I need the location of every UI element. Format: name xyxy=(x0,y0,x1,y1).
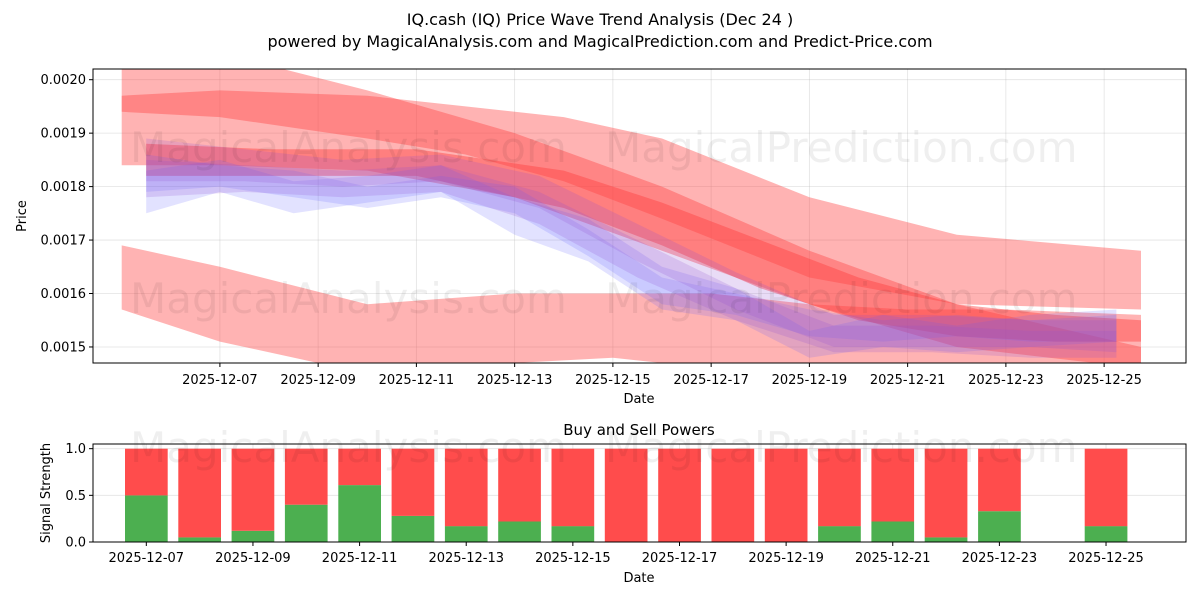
sell-bar xyxy=(871,448,915,522)
band-wave-blue-1 xyxy=(146,159,1117,358)
buy-sell-x-tick-label: 2025-12-11 xyxy=(322,551,398,566)
buy-sell-bars xyxy=(125,448,1128,542)
watermark-prediction-middle: MagicalPrediction.com xyxy=(605,274,1078,323)
price-x-tick-label: 2025-12-21 xyxy=(870,373,946,388)
buy-bar xyxy=(551,526,595,542)
buy-sell-y-axis-title: Signal Strength xyxy=(39,443,54,543)
price-y-tick-label: 0.0016 xyxy=(41,287,87,302)
buy-sell-y-tick-label: 1.0 xyxy=(65,442,86,457)
buy-bar xyxy=(818,526,861,542)
price-x-axis: 2025-12-07 2025-12-09 2025-12-11 2025-12-13… xyxy=(182,363,1142,388)
buy-bar xyxy=(391,515,435,542)
buy-bar xyxy=(231,530,275,542)
buy-sell-y-tick-label: 0.0 xyxy=(65,536,86,551)
buy-bar xyxy=(338,485,381,542)
sell-bar xyxy=(604,448,648,542)
sell-bar xyxy=(1084,448,1128,527)
price-x-axis-title: Date xyxy=(623,392,654,407)
chart-title: IQ.cash (IQ) Price Wave Trend Analysis (… xyxy=(407,10,793,29)
sell-bar xyxy=(658,448,701,542)
watermark-analysis-top: MagicalAnalysis.com xyxy=(130,123,567,172)
price-x-tick-label: 2025-12-07 xyxy=(182,373,258,388)
price-y-tick-label: 0.0017 xyxy=(41,234,87,249)
band-wave-purple-2 xyxy=(146,159,1117,358)
price-x-tick-label: 2025-12-11 xyxy=(379,373,455,388)
buy-bar xyxy=(871,521,915,542)
sell-bar xyxy=(711,448,755,542)
price-y-axis: 0.0015 0.0016 0.0017 0.0018 0.0019 0.0020 xyxy=(41,73,93,355)
price-y-tick-label: 0.0019 xyxy=(41,127,87,142)
sell-bar xyxy=(178,448,221,538)
buy-bar xyxy=(978,511,1021,542)
price-x-tick-label: 2025-12-19 xyxy=(772,373,848,388)
price-x-tick-label: 2025-12-25 xyxy=(1066,373,1142,388)
buy-sell-x-tick-label: 2025-12-17 xyxy=(642,551,718,566)
buy-bar xyxy=(125,495,168,542)
sell-bar xyxy=(551,448,595,527)
buy-bar xyxy=(178,537,221,542)
price-y-axis-title: Price xyxy=(15,200,30,232)
buy-sell-x-axis: 2025-12-07 2025-12-09 2025-12-11 2025-12-13… xyxy=(109,542,1144,566)
sell-bar xyxy=(231,448,275,531)
watermark-prediction-bottom: MagicalPrediction.com xyxy=(605,423,1078,472)
buy-sell-x-tick-label: 2025-12-21 xyxy=(855,551,931,566)
buy-sell-axes-frame xyxy=(92,443,1187,543)
price-x-tick-label: 2025-12-15 xyxy=(575,373,651,388)
buy-bar xyxy=(498,521,541,542)
buy-bar xyxy=(284,504,328,542)
band-wide-upper-band xyxy=(121,69,1141,363)
price-y-tick-label: 0.0020 xyxy=(41,73,87,88)
buy-sell-x-tick-label: 2025-12-15 xyxy=(535,551,611,566)
buy-bar xyxy=(444,526,488,542)
sell-bar xyxy=(125,448,168,496)
buy-bar xyxy=(1084,526,1128,542)
price-x-tick-label: 2025-12-09 xyxy=(280,373,356,388)
sell-bar xyxy=(391,448,435,516)
price-x-tick-label: 2025-12-23 xyxy=(968,373,1044,388)
buy-sell-x-axis-title: Date xyxy=(623,571,654,586)
sell-bar xyxy=(498,448,541,522)
buy-sell-x-tick-label: 2025-12-09 xyxy=(215,551,291,566)
band-outer-upper-band xyxy=(121,90,1141,310)
price-axes-frame xyxy=(92,68,1187,364)
watermark-analysis-middle: MagicalAnalysis.com xyxy=(130,274,567,323)
buy-sell-y-tick-label: 0.5 xyxy=(65,489,86,504)
band-core-red-band xyxy=(146,143,1141,342)
price-watermarks: MagicalAnalysis.com MagicalPrediction.co… xyxy=(130,123,1078,323)
chart-subtitle: powered by MagicalAnalysis.com and Magic… xyxy=(267,32,932,51)
sell-bar xyxy=(284,448,328,505)
band-wave-blue-2 xyxy=(146,154,1117,342)
price-x-tick-label: 2025-12-13 xyxy=(477,373,553,388)
buy-sell-watermarks: MagicalAnalysis.com MagicalPrediction.co… xyxy=(130,423,1078,472)
sell-bar xyxy=(978,448,1021,512)
band-wave-purple-1 xyxy=(146,138,1117,353)
buy-sell-title: Buy and Sell Powers xyxy=(563,421,715,439)
buy-sell-x-tick-label: 2025-12-19 xyxy=(748,551,824,566)
price-grid xyxy=(93,69,1186,363)
watermark-prediction-top: MagicalPrediction.com xyxy=(605,123,1078,172)
buy-sell-x-tick-label: 2025-12-07 xyxy=(109,551,185,566)
price-y-tick-label: 0.0018 xyxy=(41,180,87,195)
price-x-tick-label: 2025-12-17 xyxy=(673,373,749,388)
buy-sell-x-tick-label: 2025-12-23 xyxy=(962,551,1038,566)
buy-bar xyxy=(924,537,968,542)
sell-bar xyxy=(444,448,488,527)
price-wave-panel: MagicalAnalysis.com MagicalPrediction.co… xyxy=(15,68,1187,407)
watermark-analysis-bottom: MagicalAnalysis.com xyxy=(130,423,567,472)
sell-bar xyxy=(818,448,861,527)
sell-bar xyxy=(338,448,381,486)
band-lower-band xyxy=(121,245,1141,363)
buy-sell-x-tick-label: 2025-12-13 xyxy=(428,551,504,566)
buy-sell-panel: Buy and Sell Powers MagicalAnalysis.com … xyxy=(39,421,1187,586)
price-y-tick-label: 0.0015 xyxy=(41,340,87,355)
sell-bar xyxy=(764,448,808,542)
buy-sell-y-axis: 0.0 0.5 1.0 xyxy=(65,442,93,551)
price-bands xyxy=(121,69,1141,363)
sell-bar xyxy=(924,448,968,538)
buy-sell-x-tick-label: 2025-12-25 xyxy=(1068,551,1144,566)
